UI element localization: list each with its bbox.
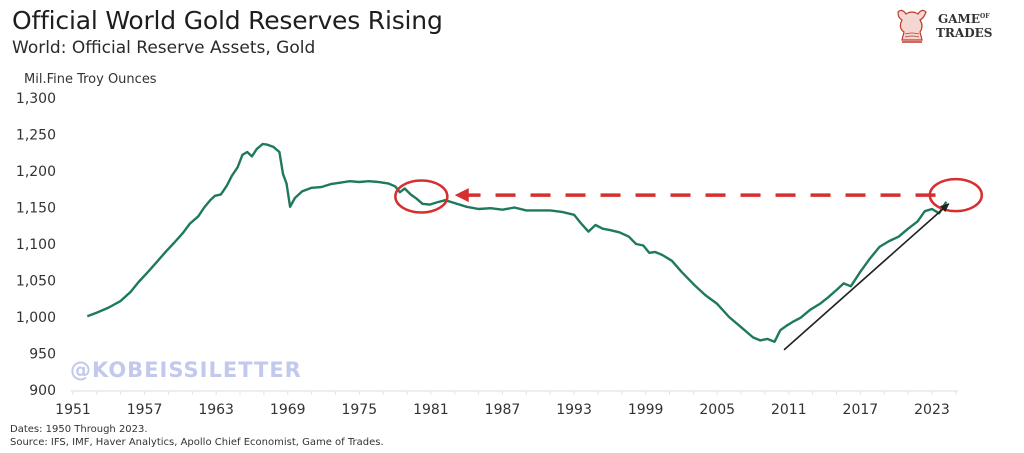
x-tick-label: 2005	[699, 402, 735, 418]
trend-arrow	[783, 203, 950, 351]
chart-subtitle: World: Official Reserve Assets, Gold	[12, 38, 316, 58]
y-tick-label: 1,200	[16, 164, 56, 180]
x-tick-label: 2017	[843, 402, 879, 418]
x-tick-label: 2023	[914, 402, 950, 418]
logo-word-of: OF	[980, 13, 990, 20]
bull-chess-knight-icon	[897, 9, 927, 43]
series-line-gold-reserves	[86, 142, 948, 343]
logo-text-game: GAMEOF	[938, 12, 990, 26]
arrowhead-left-icon	[454, 188, 469, 203]
annotations-group	[394, 177, 984, 351]
x-tick-label: 1957	[127, 402, 163, 418]
y-axis: 900 950 1,000 1,050 1,100 1,150 1,200 1,250 1,30…	[16, 91, 56, 399]
logo-text-trades: TRADES	[936, 26, 993, 40]
x-tick-label: 1981	[413, 402, 449, 418]
y-axis-unit-label: Mil.Fine Troy Ounces	[24, 72, 157, 87]
x-tick-label: 2011	[771, 402, 807, 418]
highlight-circle	[928, 177, 984, 213]
x-tick-label: 1975	[341, 402, 377, 418]
series-group	[86, 142, 948, 343]
logo-word-game: GAME	[938, 12, 980, 26]
x-tick-label: 1969	[270, 402, 306, 418]
chart-title: Official World Gold Reserves Rising	[12, 6, 443, 35]
y-tick-label: 1,250	[16, 128, 56, 144]
footnote-dates: Dates: 1950 Through 2023.	[10, 424, 148, 435]
x-tick-label: 1993	[556, 402, 592, 418]
game-of-trades-logo: GAMEOF TRADES	[890, 6, 1010, 46]
y-tick-label: 900	[29, 383, 56, 399]
watermark: @KOBEISSILETTER	[70, 358, 302, 382]
y-tick-label: 1,300	[16, 91, 56, 107]
highlight-circle	[394, 179, 449, 214]
y-tick-label: 1,000	[16, 310, 56, 326]
x-tick-label: 1999	[628, 402, 664, 418]
y-tick-label: 1,150	[16, 201, 56, 217]
x-tick-label: 1963	[198, 402, 234, 418]
footnote-source: Source: IFS, IMF, Haver Analytics, Apoll…	[10, 437, 384, 448]
y-tick-label: 950	[29, 347, 56, 363]
y-tick-label: 1,050	[16, 274, 56, 290]
y-tick-label: 1,100	[16, 237, 56, 253]
x-tick-label: 1951	[55, 402, 91, 418]
x-tick-label: 1987	[485, 402, 521, 418]
x-axis: 1951 1957 1963 1969 1975 1981 1987 1993 1999 2005…	[55, 390, 959, 418]
